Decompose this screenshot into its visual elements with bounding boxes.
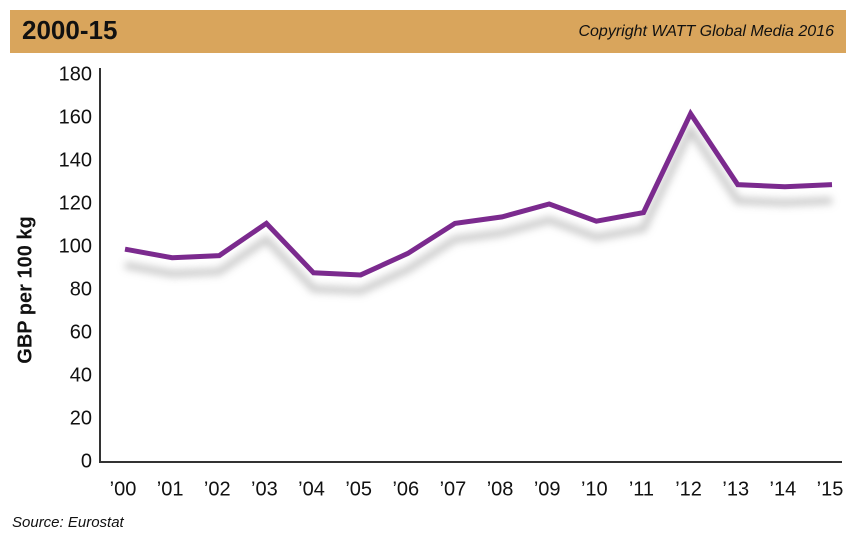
y-tick-label: 160 (59, 106, 92, 128)
x-tick-label: ’02 (204, 478, 231, 500)
x-tick-label: ’00 (110, 478, 137, 500)
y-tick-label: 140 (59, 149, 92, 171)
y-tick-label: 0 (81, 450, 92, 472)
x-tick-label: ’12 (675, 478, 702, 500)
line-shadow (124, 122, 833, 295)
x-tick-label: ’07 (440, 478, 467, 500)
line (124, 108, 833, 278)
x-tick-label: ’15 (817, 478, 844, 500)
source: Source: Eurostat (12, 514, 125, 531)
x-tick-label: ’03 (251, 478, 278, 500)
x-tick-label: ’04 (298, 478, 325, 500)
y-tick-label: 180 (59, 63, 92, 85)
y-tick-label: 20 (70, 407, 92, 429)
chart-title: 2000-15 (22, 15, 117, 45)
y-tick-label: 100 (59, 235, 92, 257)
copyright: Copyright WATT Global Media 2016 (578, 23, 834, 40)
x-tick-label: ’09 (534, 478, 561, 500)
x-tick-label: ’01 (157, 478, 184, 500)
y-tick-label: 80 (70, 278, 92, 300)
y-axis-label: GBP per 100 kg (14, 216, 36, 363)
x-tick-label: ’10 (581, 478, 608, 500)
x-tick-label: ’11 (629, 478, 654, 500)
x-tick-label: ’08 (487, 478, 514, 500)
x-tick-label: ’06 (392, 478, 419, 500)
x-tick-label: ’14 (770, 478, 797, 500)
y-tick-label: 40 (70, 364, 92, 386)
y-tick-label: 120 (59, 192, 92, 214)
x-tick-label: ’05 (345, 478, 372, 500)
header-band (10, 10, 846, 53)
y-tick-label: 60 (70, 321, 92, 343)
x-tick-label: ’13 (722, 478, 749, 500)
